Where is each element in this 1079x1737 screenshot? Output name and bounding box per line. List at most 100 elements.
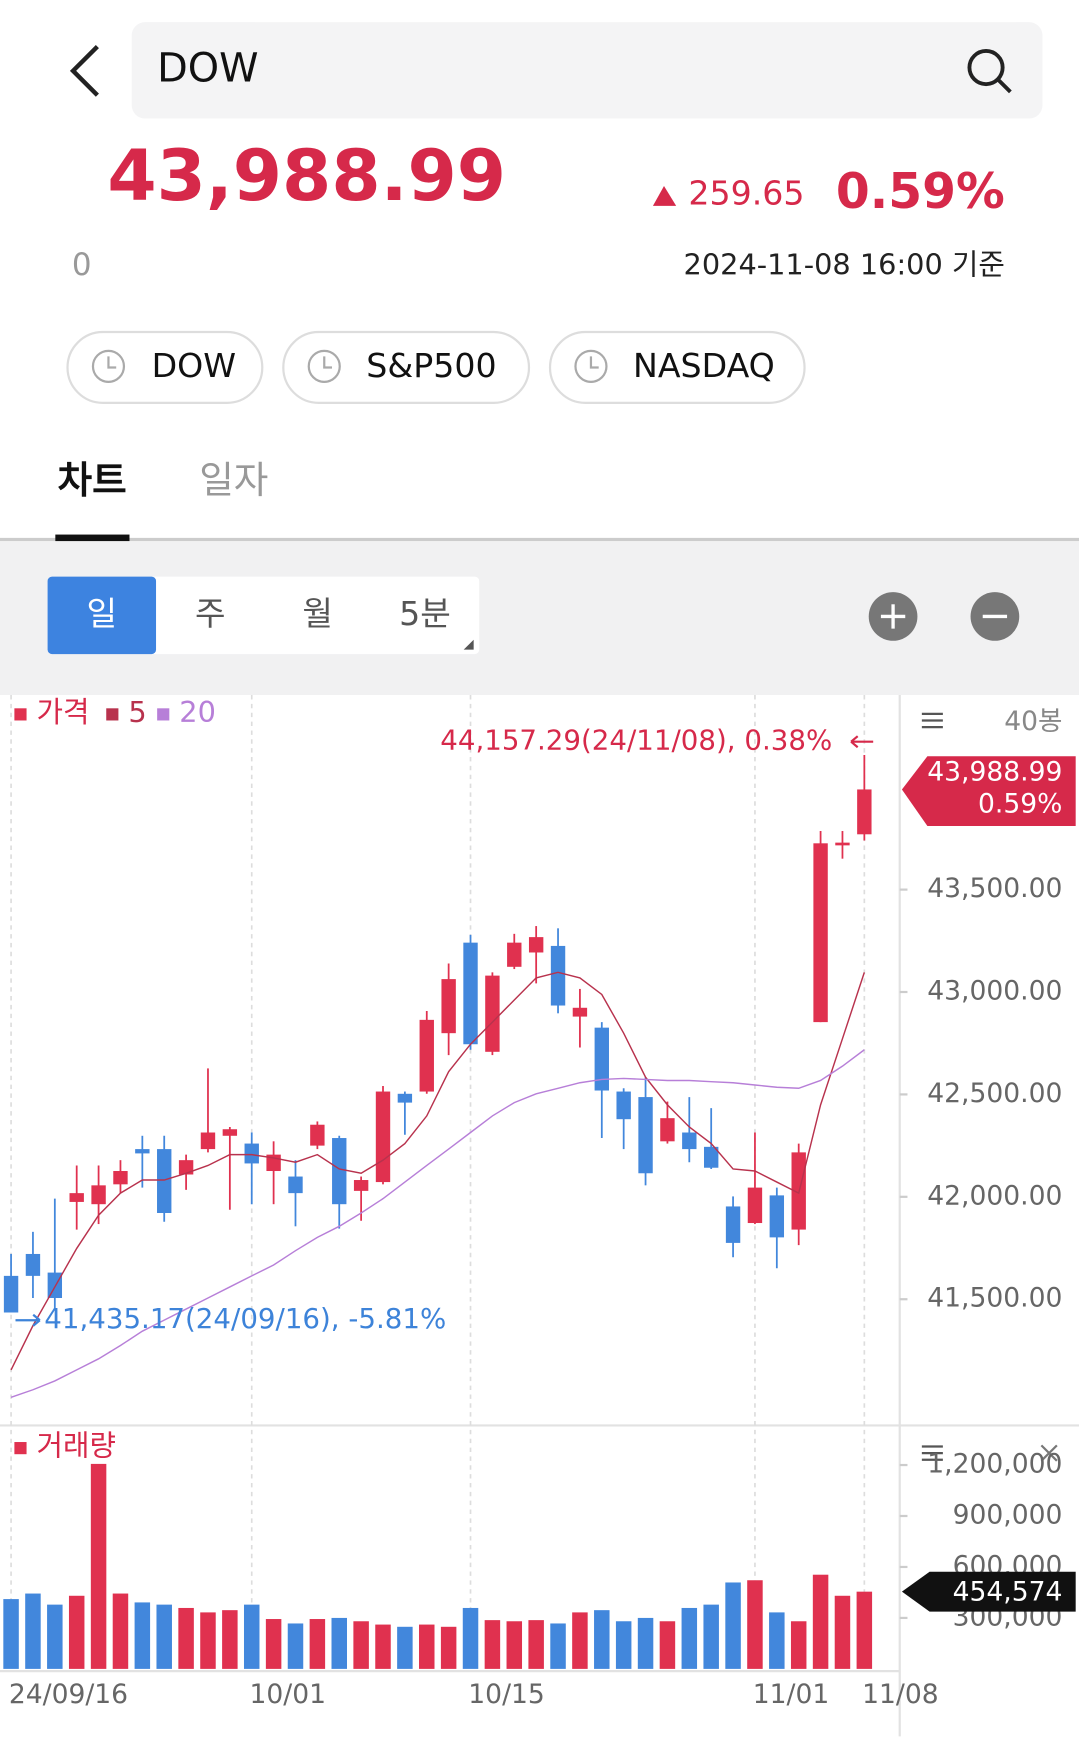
volume-bar [725, 1582, 741, 1669]
candle-body [813, 843, 828, 1023]
volume-bar [637, 1617, 654, 1669]
candle-body [288, 1176, 303, 1194]
candle-body [113, 1171, 128, 1185]
back-button[interactable] [69, 44, 99, 97]
period[interactable]: 주 [195, 594, 226, 633]
candle-body [91, 1185, 106, 1205]
candle-body [25, 1253, 41, 1276]
volume-bar [200, 1612, 216, 1669]
volume-bar [287, 1623, 304, 1669]
tab[interactable]: 차트 [58, 458, 127, 502]
x-tick-label: 10/15 [468, 1679, 545, 1710]
candle-body [682, 1132, 697, 1150]
candle-body [747, 1187, 763, 1224]
volume-bar [747, 1580, 763, 1669]
x-tick-label: 24/09/16 [9, 1679, 128, 1710]
chip[interactable]: DOW [66, 330, 264, 404]
sub-value: 0 [72, 247, 92, 283]
tab-indicator [55, 534, 130, 542]
timestamp: 2024-11-08 16:00 기준 [684, 248, 1005, 282]
volume-bar [3, 1599, 19, 1669]
candle-body [47, 1272, 63, 1298]
y-tick-label: 42,000.00 [927, 1180, 1062, 1211]
zoom-out[interactable] [970, 592, 1020, 641]
moving-average [10, 971, 866, 1371]
candle-body [572, 1007, 588, 1017]
volume-bar [572, 1612, 588, 1669]
candle-body [857, 789, 872, 835]
volume-bar [856, 1591, 873, 1669]
legend-label: 5 [128, 695, 146, 729]
change-pct: 0.59% [836, 164, 1005, 220]
volume-bar [440, 1626, 457, 1669]
legend-swatch [14, 1442, 27, 1455]
tab[interactable]: 일자 [199, 458, 268, 502]
max-annotation: 44,157.29(24/11/08), 0.38% [440, 724, 832, 757]
volume-bar [309, 1619, 326, 1669]
candle-body [375, 1091, 391, 1183]
legend-swatch [106, 708, 119, 721]
volume-bar [134, 1602, 151, 1669]
volume-bar [375, 1624, 391, 1669]
menu-icon[interactable] [921, 712, 943, 729]
volume-bar [615, 1621, 632, 1669]
period[interactable]: 일 [87, 594, 118, 633]
period[interactable]: 5분 [399, 594, 451, 633]
price-tag-change: 0.59% [978, 788, 1062, 819]
legend-swatch [14, 708, 27, 721]
candle-body [178, 1160, 194, 1175]
volume-bar [25, 1593, 41, 1669]
candle-body [835, 842, 850, 846]
divider [0, 537, 1079, 542]
candle-body [441, 979, 456, 1034]
volume-bar [769, 1612, 785, 1669]
candle-body [463, 942, 478, 1045]
y-tick-label: 41,500.00 [927, 1283, 1062, 1314]
close-icon[interactable] [1040, 1444, 1058, 1462]
change: 259.65 [688, 173, 804, 212]
volume-bar [419, 1624, 435, 1669]
volume-bar [331, 1617, 347, 1669]
volume-bar [834, 1595, 851, 1669]
search-icon[interactable] [967, 49, 1012, 94]
price-tag [901, 756, 1076, 826]
price-tag-label: 43,988.99 [927, 756, 1062, 787]
volume-bar [397, 1626, 413, 1669]
legend-label: 거래량 [37, 1429, 116, 1463]
zoom-in[interactable] [868, 592, 918, 641]
price: 43,988.99 [107, 134, 506, 217]
menu-icon[interactable] [921, 1445, 943, 1461]
volume-bar [222, 1610, 238, 1669]
legend-swatch [157, 708, 170, 721]
x-tick-label: 11/08 [862, 1679, 939, 1710]
candle-body [638, 1097, 653, 1174]
candle-body [725, 1206, 741, 1243]
candle-body [594, 1027, 609, 1091]
volume-bar [681, 1607, 698, 1669]
period[interactable]: 월 [302, 594, 333, 633]
volume-bar [112, 1593, 129, 1669]
candle-body [397, 1093, 413, 1103]
volume-bar [156, 1604, 172, 1669]
candle-body [660, 1118, 675, 1142]
chip[interactable]: NASDAQ [548, 330, 806, 404]
legend-label: 가격 [37, 695, 90, 729]
y-tick-label: 43,000.00 [927, 976, 1062, 1007]
x-tick-label: 10/01 [250, 1679, 327, 1710]
volume-bar [659, 1621, 676, 1669]
volume-bar [550, 1623, 566, 1669]
volume-bar [462, 1607, 479, 1669]
chip[interactable]: S&P500 [282, 330, 531, 404]
y-tick-label: 42,500.00 [927, 1078, 1062, 1109]
volume-bar [265, 1619, 282, 1669]
y-tick-label: 900,000 [953, 1499, 1063, 1530]
volume-bar [528, 1620, 544, 1669]
volume-bar [47, 1604, 63, 1669]
up-arrow [652, 185, 677, 206]
min-arrow [15, 1313, 41, 1327]
period-selected [47, 576, 157, 655]
candle-body [332, 1138, 347, 1205]
volume-bar [506, 1621, 523, 1669]
search-box[interactable] [131, 22, 1043, 119]
